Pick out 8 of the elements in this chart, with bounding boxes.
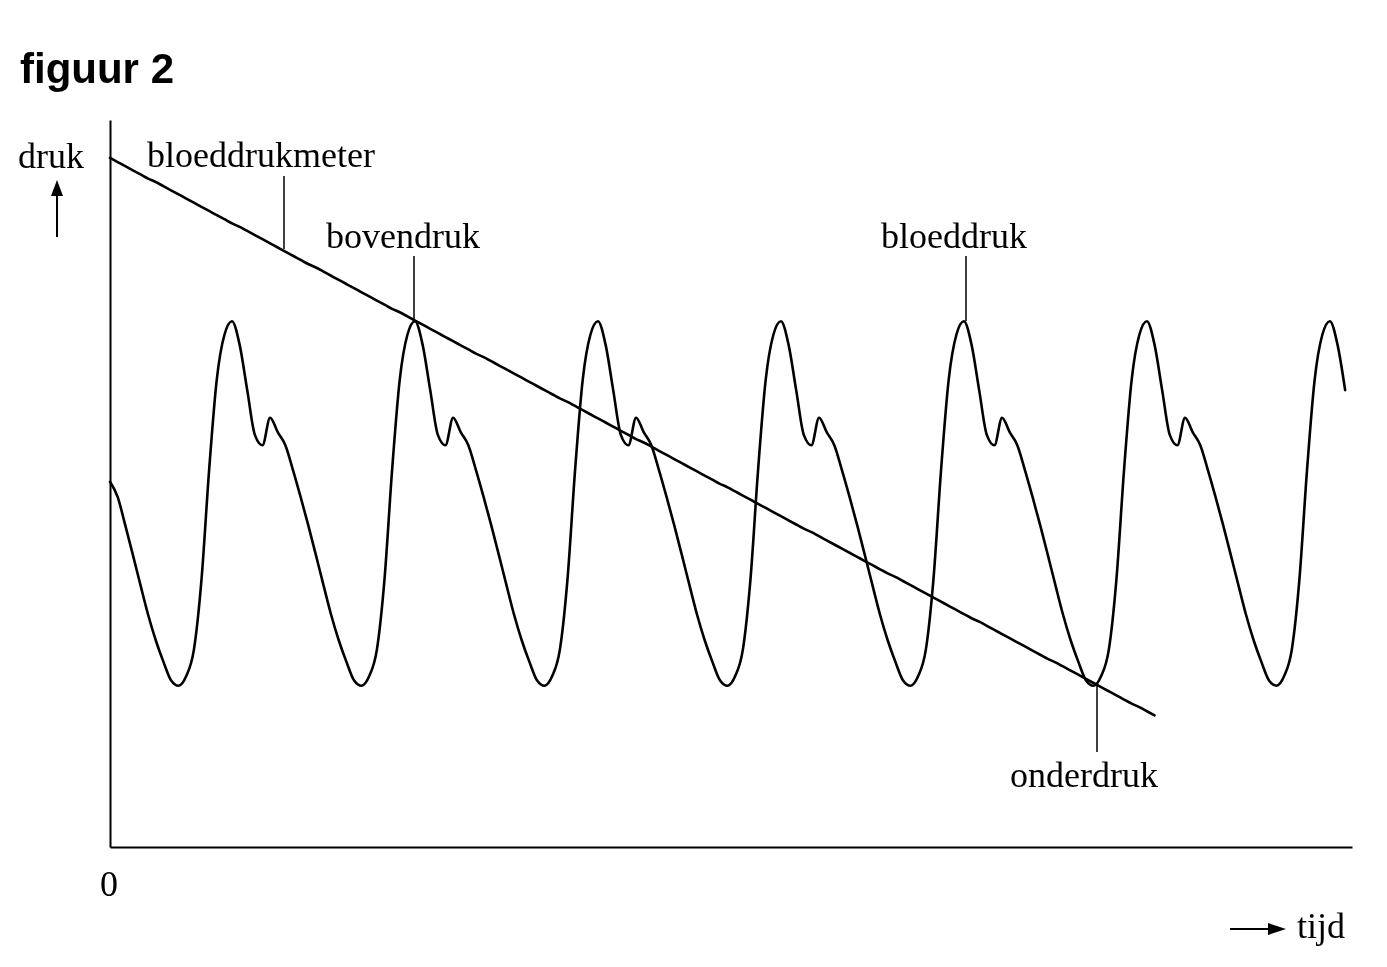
text: 0 xyxy=(100,864,118,904)
chart-title: figuur 2 xyxy=(20,45,174,92)
annotation: onderdruk xyxy=(1010,755,1158,795)
annotation: bovendruk xyxy=(326,216,480,256)
x-axis-title: tijd xyxy=(1297,906,1346,946)
y-axis-title: druk xyxy=(18,136,84,176)
series-label: bloeddrukmeter xyxy=(147,135,375,175)
text: bloeddruk xyxy=(881,216,1027,256)
